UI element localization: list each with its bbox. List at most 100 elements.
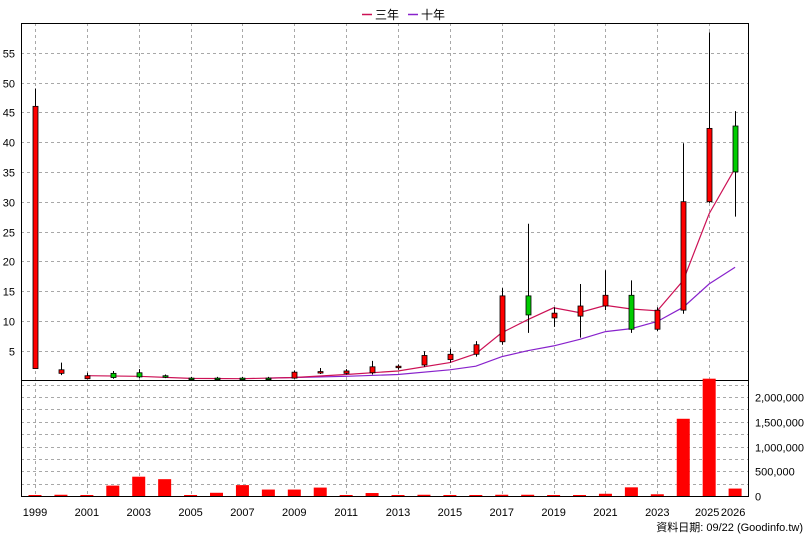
footer-note: 資料日期: 09/22 (Goodinfo.tw) (656, 520, 803, 534)
price-tick-label: 25 (3, 228, 15, 240)
volume-bar-2006 (210, 492, 224, 496)
volume-bar-2007 (235, 485, 249, 496)
candle-body-2017 (499, 295, 506, 343)
candle-body-2008 (265, 377, 272, 381)
volume-bar-2020 (573, 495, 587, 496)
price-tick-label: 50 (3, 79, 15, 91)
volume-tick-label: 0 (755, 492, 761, 504)
volume-bar-2010 (313, 487, 327, 496)
x-tick-label: 2023 (645, 507, 669, 519)
volume-tick-label: 500,000 (755, 467, 795, 479)
volume-bar-2000 (54, 494, 68, 496)
x-axis: 1999 2001 2003 2005 2007 2009 2011 2013 2015 2017… (23, 507, 746, 519)
legend-label: 三年 (375, 8, 399, 22)
price-panel: 5 10 15 20 25 30 35 40 45 50 55 (3, 23, 749, 496)
volume-bar-2025 (702, 378, 716, 496)
volume-bar-2002 (106, 485, 120, 496)
candle-body-2003 (136, 372, 143, 378)
price-tick-label: 20 (3, 257, 15, 269)
x-tick-label: 2001 (75, 507, 99, 519)
x-tick-label: 2025 (695, 507, 719, 519)
candle-body-2022 (628, 294, 635, 330)
candle-body-2018 (525, 295, 532, 316)
volume-bar-2023 (650, 494, 664, 496)
x-tick-label: 2017 (489, 507, 513, 519)
price-tick-label: 45 (3, 108, 15, 120)
ma-line-three-year (86, 168, 736, 380)
volume-bar-2015 (443, 495, 457, 496)
volume-bar-2018 (521, 494, 535, 496)
candle-body-2020 (577, 305, 584, 317)
candle-body-2009 (291, 371, 298, 379)
x-tick-label: 2015 (438, 507, 462, 519)
candle-body-2004 (162, 375, 169, 378)
candle-body-2012 (369, 366, 376, 374)
volume-frame (21, 380, 749, 497)
volume-bar-2005 (184, 495, 198, 496)
x-tick-label: 2026 (721, 507, 745, 519)
candle-body-2011 (343, 370, 350, 374)
x-tick-label: 2009 (282, 507, 306, 519)
ma-line-ten-year (268, 266, 736, 379)
volume-panel: 0 500,000 1,000,000 1,500,000 2,000,000 (21, 378, 804, 504)
price-tick-label: 40 (3, 138, 15, 150)
x-tick-label: 2005 (178, 507, 202, 519)
volume-bar-2014 (417, 494, 431, 496)
x-tick-label: 1999 (23, 507, 47, 519)
x-tick-label: 2003 (126, 507, 150, 519)
x-tick-label: 2011 (334, 507, 358, 519)
volume-tick-label: 2,000,000 (755, 393, 804, 405)
volume-bar-2004 (158, 479, 172, 496)
volume-bar-2019 (547, 495, 561, 496)
price-tick-label: 30 (3, 198, 15, 210)
volume-bar-2024 (676, 418, 690, 496)
candle-body-2005 (188, 377, 195, 381)
candle-body-2021 (602, 294, 609, 307)
candle-body-2016 (473, 344, 480, 355)
x-tick-label: 2007 (230, 507, 254, 519)
candle-body-2002 (110, 372, 117, 378)
candle-body-2015 (447, 353, 454, 361)
candle-body-2007 (239, 377, 246, 381)
legend-entry: 三年 (362, 8, 399, 22)
volume-bar-2008 (261, 489, 275, 496)
price-tick-label: 10 (3, 317, 15, 329)
volume-bar-2009 (287, 489, 301, 496)
candle-body-2024 (680, 201, 687, 311)
candle-body-2023 (654, 309, 661, 330)
volume-tick-label: 1,500,000 (755, 418, 804, 430)
price-tick-label: 55 (3, 49, 15, 61)
candle-body-2025 (706, 127, 713, 203)
candle-body-2010 (317, 371, 324, 374)
candle-body-2000 (58, 369, 65, 374)
candle-body-2001 (84, 375, 91, 380)
price-tick-label: 15 (3, 287, 15, 299)
volume-tick-label: 1,000,000 (755, 443, 804, 455)
volume-bar-2012 (365, 493, 379, 496)
volume-bar-2021 (598, 493, 612, 496)
candle-body-2014 (421, 355, 428, 366)
volume-bar-2016 (469, 495, 483, 496)
volume-bar-2011 (339, 495, 353, 496)
candle-body-2013 (395, 365, 402, 369)
legend-entry: 十年 (408, 8, 445, 22)
candle-body-2006 (214, 377, 221, 381)
volume-bar-2026 (728, 488, 742, 496)
volume-bar-2003 (132, 476, 146, 496)
x-tick-label: 2021 (593, 507, 617, 519)
volume-bar-2013 (391, 495, 405, 496)
price-tick-label: 35 (3, 168, 15, 180)
x-tick-label: 2019 (541, 507, 565, 519)
candle-body-1999 (32, 105, 39, 369)
price-tick-label: 5 (9, 347, 15, 359)
volume-bar-2001 (80, 495, 94, 496)
legend-label: 十年 (421, 8, 445, 22)
volume-bar-2022 (624, 487, 638, 496)
candle-body-2019 (551, 312, 558, 319)
candle-body-2026 (732, 125, 739, 173)
legend: 三年 十年 (362, 8, 445, 22)
volume-bar-1999 (28, 495, 42, 496)
x-tick-label: 2013 (386, 507, 410, 519)
